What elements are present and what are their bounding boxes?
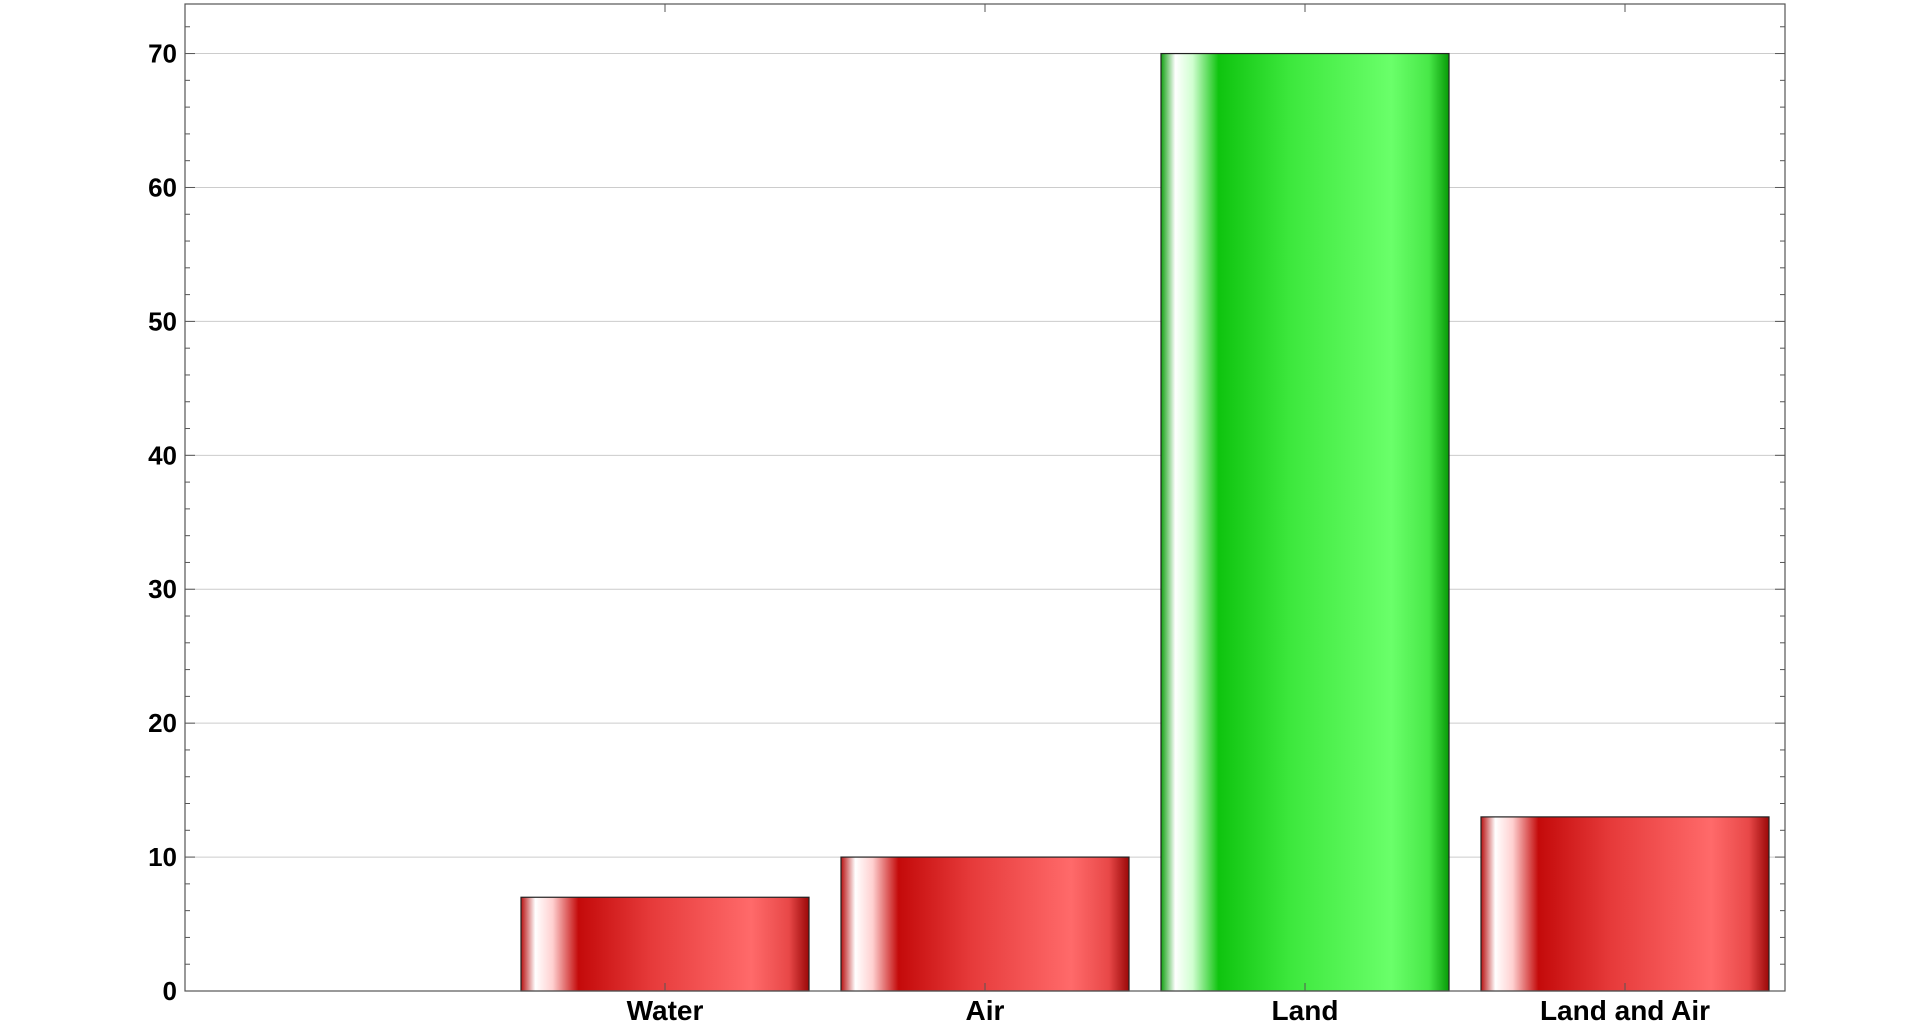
- gridlines: [185, 53, 1785, 858]
- bar: [1480, 816, 1770, 992]
- y-tick-label: 20: [148, 708, 177, 738]
- x-axis-tick-labels: Water Air Land Land and Air: [627, 995, 1711, 1024]
- y-tick-label: 60: [148, 172, 177, 202]
- y-tick-label: 70: [148, 39, 177, 69]
- y-tick-label: 40: [148, 440, 177, 470]
- axis-ticks: [185, 4, 1785, 992]
- bar: [840, 856, 1130, 992]
- x-category-label: Water: [627, 995, 704, 1024]
- y-tick-label: 0: [163, 976, 177, 1006]
- x-category-label: Land: [1272, 995, 1339, 1024]
- y-tick-label: 30: [148, 574, 177, 604]
- x-category-label: Land and Air: [1540, 995, 1710, 1024]
- bars: [520, 52, 1770, 992]
- y-tick-label: 10: [148, 842, 177, 872]
- y-axis-tick-labels: 0 10 20 30 40 50 60 70: [148, 39, 177, 1006]
- x-category-label: Air: [966, 995, 1005, 1024]
- bar: [520, 896, 810, 992]
- bar: [1160, 52, 1450, 992]
- y-tick-label: 50: [148, 306, 177, 336]
